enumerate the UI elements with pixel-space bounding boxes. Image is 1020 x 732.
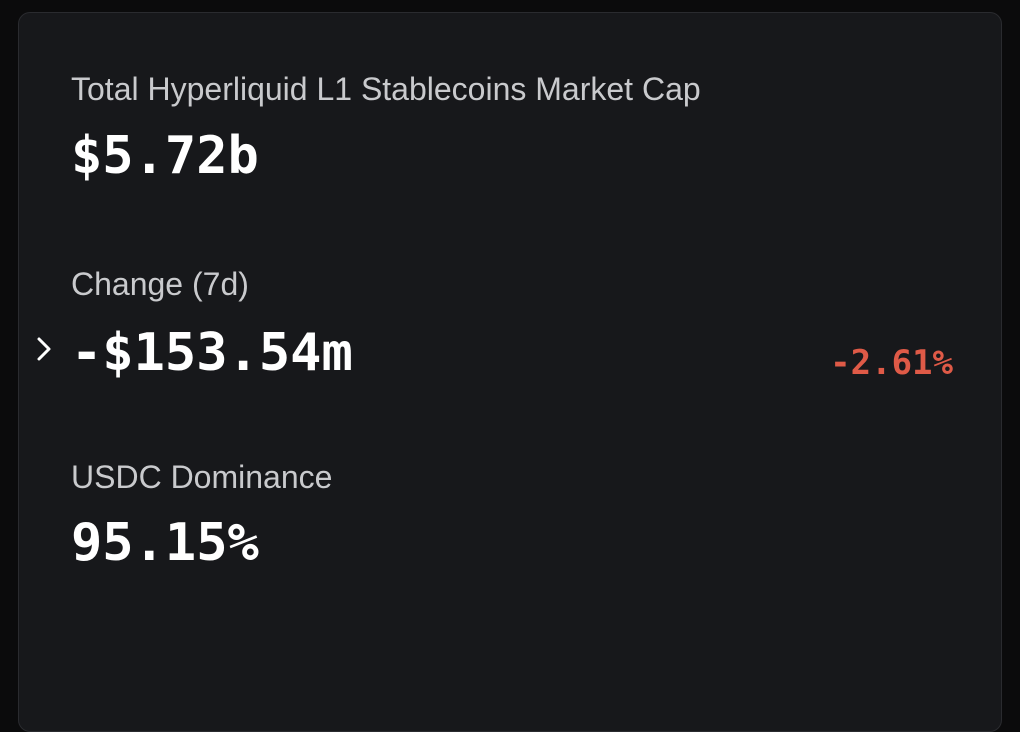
- page: Total Hyperliquid L1 Stablecoins Market …: [18, 12, 1002, 732]
- stat-change: -2.61%: [830, 343, 953, 383]
- stat-label: Total Hyperliquid L1 Stablecoins Market …: [71, 71, 701, 107]
- stat-label: Change (7d): [71, 266, 249, 302]
- stat-value: 95.15%: [71, 513, 259, 573]
- stats-card: Total Hyperliquid L1 Stablecoins Market …: [18, 12, 1002, 732]
- stat-label: USDC Dominance: [71, 459, 333, 495]
- stat-value: $5.72b: [71, 126, 259, 186]
- stat-value: -$153.54m: [71, 323, 353, 383]
- expand-chevron[interactable]: [33, 333, 57, 365]
